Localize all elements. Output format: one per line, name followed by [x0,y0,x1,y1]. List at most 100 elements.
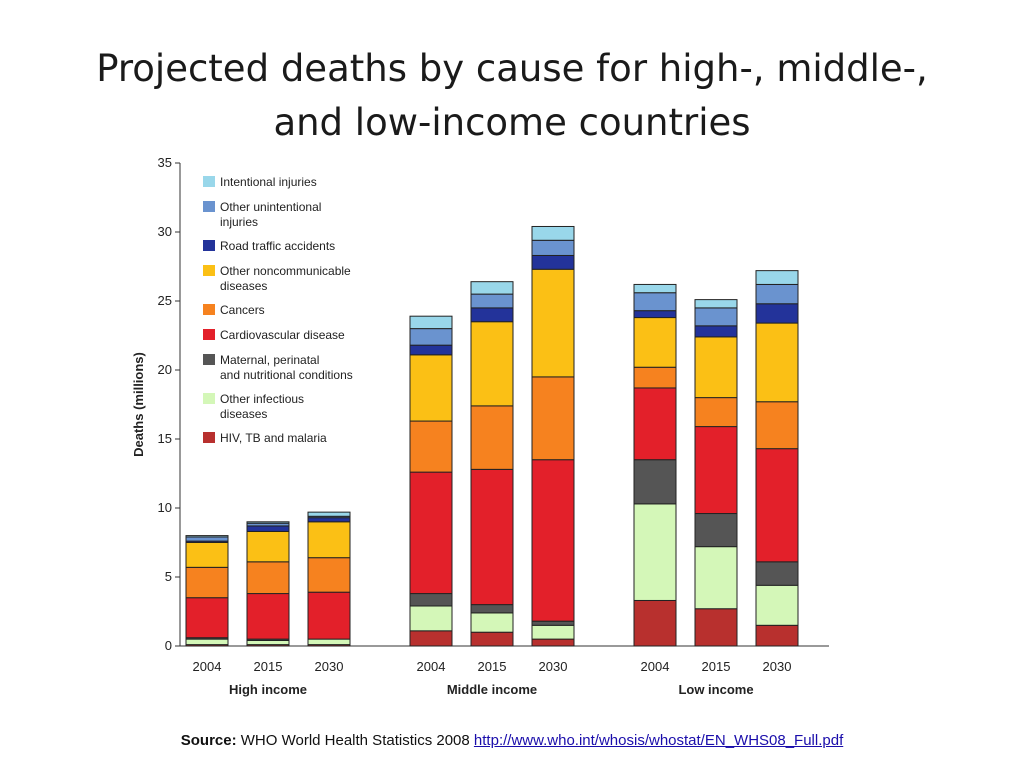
bar-segment [307,557,351,593]
bar-segment [633,503,677,601]
legend: Intentional injuries Other unintentionali… [203,175,353,445]
x-tick-label: 2030 [763,659,792,674]
bar-segment [531,638,575,647]
bar-segment [633,599,677,647]
bar-segment [246,525,290,532]
bar-segment [694,513,738,548]
x-tick-label: 2015 [254,659,283,674]
legend-item: Cancers [203,303,265,317]
bar-segment [755,561,799,586]
bar-segment [694,397,738,428]
bar-segment [409,315,453,330]
x-tick-label: 2004 [193,659,222,674]
y-axis-label: Deaths (millions) [131,352,146,457]
source-label: Source: [180,732,237,749]
legend-swatch [203,354,215,365]
bar-segment [409,344,453,356]
y-tick-label: 35 [158,155,172,170]
bar-segment [755,270,799,285]
bar-segment [246,639,290,646]
bar-segment [755,283,799,305]
group-label: Middle income [447,682,537,697]
bar-segment [470,631,514,647]
legend-label: Cardiovascular disease [220,328,345,342]
bar-segment [246,521,290,524]
legend-item: Intentional injuries [203,175,317,189]
legend-label: and nutritional conditions [220,368,353,382]
legend-label: Maternal, perinatal [220,353,319,367]
source-line: Source: WHO World Health Statistics 2008… [0,732,1024,749]
legend-item: Road traffic accidents [203,239,335,253]
legend-label: Other noncommunicable [220,264,351,278]
bar-stack [694,299,738,647]
bar-segment [409,605,453,632]
bar-segment [531,268,575,378]
bar-segment [246,561,290,595]
bar-segment [633,310,677,319]
x-tick-label: 2015 [702,659,731,674]
y-tick-label: 30 [158,224,172,239]
legend-label: Other unintentional [220,200,321,214]
bar-segment [531,239,575,256]
bar-stack [633,283,677,647]
y-tick-label: 10 [158,500,172,515]
legend-label: injuries [220,215,258,229]
bar-segment [531,254,575,270]
legend-swatch [203,304,215,315]
bar-segment [694,608,738,647]
bar-segment [307,521,351,559]
bar-segment [185,536,229,542]
legend-swatch [203,393,215,404]
bar-segment [633,292,677,312]
slide-title-line-1: Projected deaths by cause for high-, mid… [96,47,928,90]
bar-stack [755,270,799,647]
bar-segment [470,405,514,470]
bar-segment [633,317,677,368]
bar-segment [307,591,351,640]
bar-stack [307,511,351,647]
x-tick-label: 2015 [478,659,507,674]
stacked-bar-chart: 0 5 10 15 20 25 30 35 Deaths (millions) 2004 2015 2… [131,155,829,697]
legend-swatch [203,240,215,251]
legend-swatch [203,176,215,187]
bar-segment [531,376,575,461]
group-label: Low income [678,682,753,697]
legend-label: Road traffic accidents [220,239,335,253]
bar-segment [694,546,738,610]
y-tick-label: 25 [158,293,172,308]
bar-segment [531,225,575,241]
bar-segment [755,322,799,403]
bar-segment [246,530,290,563]
bar-segment [633,366,677,389]
x-tick-label: 2030 [315,659,344,674]
bar-segment [409,471,453,595]
bar-segment [531,459,575,622]
bar-segment [755,624,799,647]
bar-segment [409,593,453,607]
y-tick-label: 20 [158,362,172,377]
bar-segment [307,517,351,523]
legend-label: Other infectious [220,392,304,406]
bar-segment [470,604,514,614]
bar-stack [409,315,453,647]
bar-segment [694,307,738,327]
bar-segment [185,597,229,639]
bar-segment [470,293,514,309]
bar-segment [185,566,229,599]
bar-segment [633,283,677,294]
y-tick-label: 5 [165,569,172,584]
bar-segment [470,612,514,633]
bar-segment [755,401,799,450]
y-tick-label: 0 [165,638,172,653]
bar-segment [633,459,677,505]
source-link[interactable]: http://www.who.int/whosis/whostat/EN_WHS… [473,732,844,749]
bar-segment [755,584,799,626]
bar-segment [470,321,514,407]
x-tick-label: 2004 [641,659,670,674]
bar-segment [307,638,351,646]
x-tick-label: 2004 [417,659,446,674]
